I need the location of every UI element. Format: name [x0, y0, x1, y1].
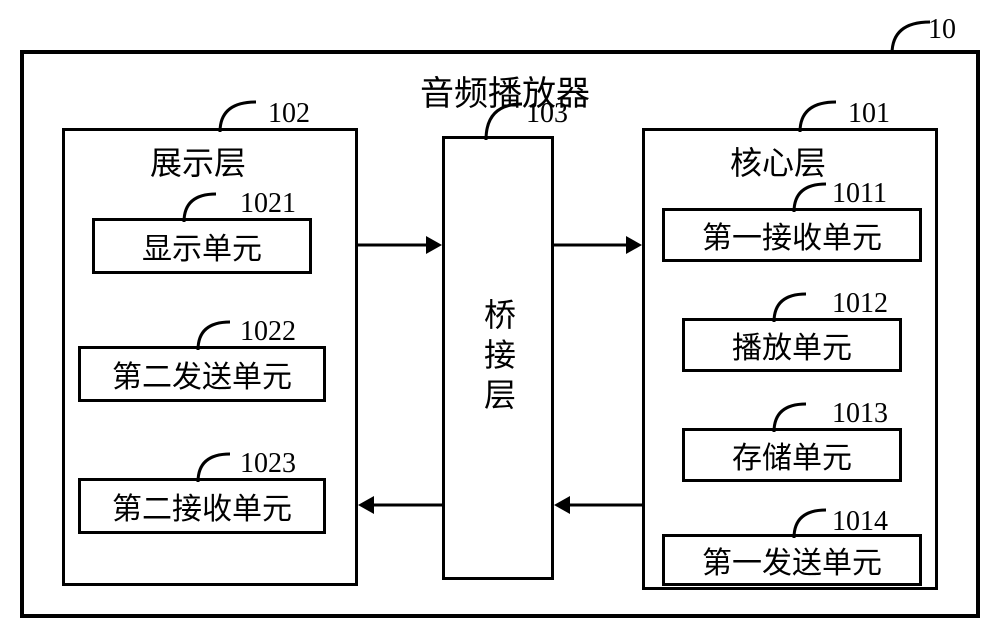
- core-title: 核心层: [730, 138, 826, 184]
- arrow-3: [346, 493, 454, 517]
- ref-102: 102: [268, 98, 310, 130]
- ref-10: 10: [928, 14, 956, 46]
- ref-1012: 1012: [832, 288, 888, 320]
- ref-hook-1013: [772, 402, 808, 432]
- presentation-unit-0: 显示单元: [92, 218, 312, 274]
- ref-101: 101: [848, 98, 890, 130]
- ref-1022: 1022: [240, 316, 296, 348]
- ref-103: 103: [526, 98, 568, 130]
- ref-hook-1012: [772, 292, 808, 322]
- ref-1013: 1013: [832, 398, 888, 430]
- core-unit-3-label: 第一发送单元: [702, 538, 882, 582]
- core-unit-3: 第一发送单元: [662, 534, 922, 586]
- bridge-box: 桥接层: [442, 136, 554, 580]
- presentation-title: 展示层: [150, 138, 246, 184]
- ref-hook-102: [218, 100, 258, 132]
- presentation-unit-2-label: 第二接收单元: [112, 484, 292, 528]
- arrow-1: [542, 233, 654, 257]
- ref-1021: 1021: [240, 188, 296, 220]
- presentation-unit-0-label: 显示单元: [142, 224, 262, 268]
- core-unit-0: 第一接收单元: [662, 208, 922, 262]
- ref-hook-101: [798, 100, 838, 132]
- presentation-unit-2: 第二接收单元: [78, 478, 326, 534]
- presentation-unit-1-label: 第二发送单元: [112, 352, 292, 396]
- core-unit-1-label: 播放单元: [732, 323, 852, 367]
- ref-1023: 1023: [240, 448, 296, 480]
- ref-1011: 1011: [832, 178, 887, 210]
- ref-hook-1022: [196, 320, 232, 350]
- bridge-label: 桥接层: [475, 298, 521, 418]
- ref-hook-outer: [890, 20, 932, 54]
- ref-1014: 1014: [832, 506, 888, 538]
- arrow-2: [542, 493, 654, 517]
- core-unit-1: 播放单元: [682, 318, 902, 372]
- presentation-unit-1: 第二发送单元: [78, 346, 326, 402]
- core-unit-0-label: 第一接收单元: [702, 213, 882, 257]
- ref-hook-1011: [792, 182, 828, 212]
- core-unit-2-label: 存储单元: [732, 433, 852, 477]
- ref-hook-103: [484, 102, 524, 140]
- core-unit-2: 存储单元: [682, 428, 902, 482]
- ref-hook-1023: [196, 452, 232, 482]
- ref-hook-1021: [182, 192, 218, 222]
- arrow-0: [346, 233, 454, 257]
- ref-hook-1014: [792, 508, 828, 538]
